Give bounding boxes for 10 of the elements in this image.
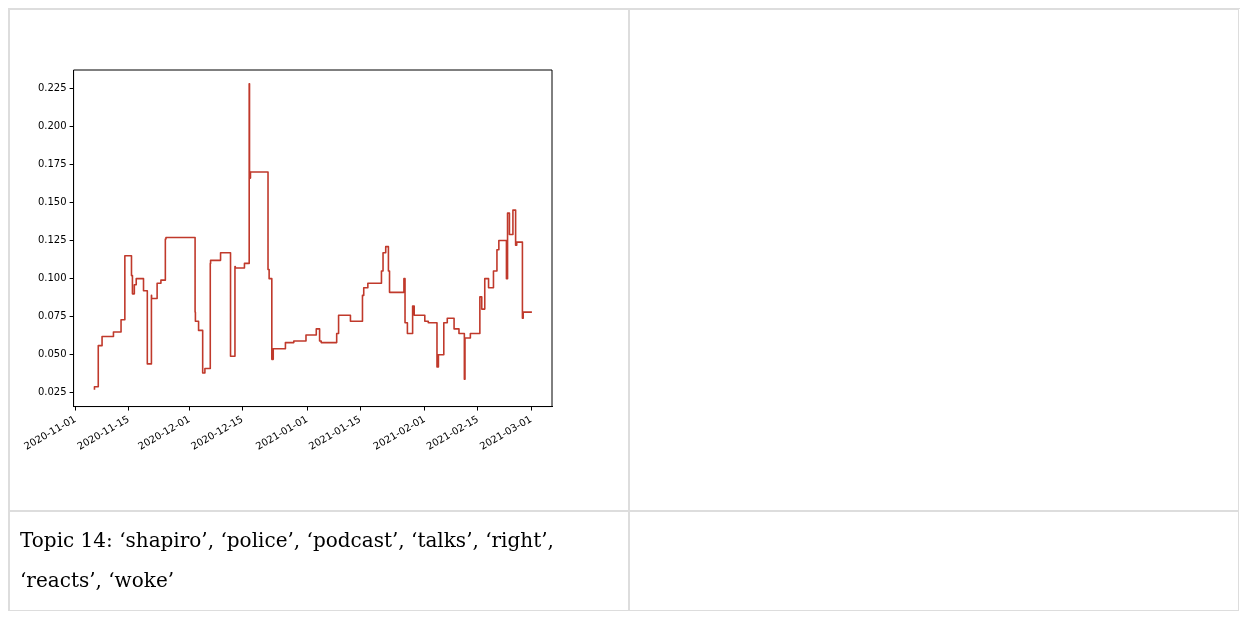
y-tick-label: 0.100 <box>37 272 67 284</box>
y-tick-label: 0.200 <box>37 119 67 131</box>
y-tick-label: 0.075 <box>37 310 67 322</box>
y-tick-label: 0.050 <box>37 348 67 360</box>
y-tick-label: 0.175 <box>37 158 67 170</box>
y-tick-label: 0.125 <box>37 234 67 246</box>
y-tick-label: 0.025 <box>37 386 67 398</box>
text: Topic 14: ‘shapiro’, ‘police’, ‘podcast’, ‘talks’, ‘right’, ‘reacts’, ‘woke’ <box>20 527 555 594</box>
y-tick-label: 0.225 <box>37 81 67 93</box>
y-tick-label: 0.150 <box>37 196 67 208</box>
